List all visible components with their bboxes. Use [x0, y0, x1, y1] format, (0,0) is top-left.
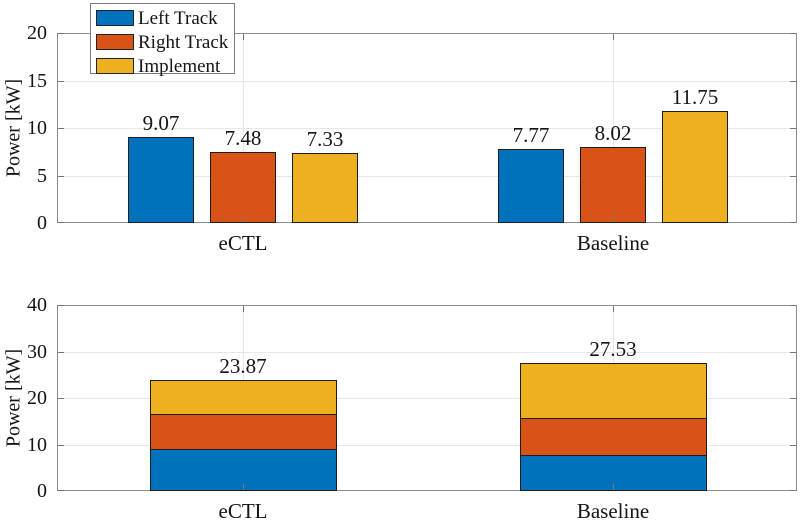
x-category-label: Baseline	[576, 499, 650, 523]
top-plot-axes: Power [kW] 0 5 10 15 20 eCTL Baseline 9.07 7.48 7…	[3, 23, 797, 254]
y-axis-tick	[790, 490, 796, 491]
bar-value-label: 8.02	[594, 121, 632, 145]
y-tick-label: 20	[27, 22, 47, 44]
legend-swatch-implement	[96, 58, 134, 74]
axes-box	[57, 33, 797, 223]
bar-right-track-ectl	[210, 152, 276, 223]
x-axis-tick	[613, 34, 614, 40]
bar-value-label: 7.48	[224, 126, 262, 150]
y-axis-tick	[58, 305, 64, 306]
y-axis-tick	[790, 305, 796, 306]
bar-left-track-baseline	[498, 149, 564, 223]
y-axis-tick	[790, 176, 796, 177]
legend-item-label: Right Track	[138, 31, 229, 53]
y-tick-label: 10	[27, 434, 47, 456]
legend: Left Track Right Track Implement	[90, 3, 235, 77]
bar-value-label: 9.07	[142, 111, 180, 135]
y-axis-tick	[58, 490, 64, 491]
stack-segment-implement-baseline	[519, 363, 707, 418]
gridline-horizontal	[57, 352, 797, 353]
x-axis-tick	[243, 216, 244, 222]
y-axis-tick	[58, 352, 64, 353]
bar-right-track-baseline	[580, 147, 646, 223]
x-axis-tick	[613, 216, 614, 222]
legend-swatch-left-track	[96, 10, 134, 26]
bar-value-label: 7.77	[512, 123, 550, 147]
x-axis-tick	[613, 484, 614, 490]
bar-implement-ectl	[292, 153, 358, 223]
y-axis-tick	[58, 222, 64, 223]
y-axis-tick	[790, 445, 796, 446]
y-axis-tick	[790, 352, 796, 353]
x-axis-tick	[243, 306, 244, 312]
legend-item: Left Track	[96, 7, 234, 29]
y-tick-label: 10	[27, 117, 47, 139]
y-tick-label: 20	[27, 387, 47, 409]
bar-value-label: 7.33	[306, 127, 344, 151]
legend-item-label: Left Track	[138, 7, 218, 29]
bar-left-track-ectl	[128, 137, 194, 223]
legend-item: Implement	[96, 55, 234, 77]
y-tick-label: 30	[27, 341, 47, 363]
y-axis-tick	[58, 33, 64, 34]
y-axis-tick	[58, 176, 64, 177]
legend-swatch-right-track	[96, 34, 134, 50]
y-axis-tick	[790, 128, 796, 129]
x-axis-tick	[243, 34, 244, 40]
y-tick-label: 0	[37, 480, 47, 502]
y-tick-label: 0	[37, 212, 47, 234]
legend-item-label: Implement	[138, 55, 221, 77]
bar-value-label: 11.75	[671, 85, 719, 109]
stack-total-label: 27.53	[589, 337, 637, 361]
y-tick-label: 5	[37, 165, 47, 187]
gridline-horizontal	[57, 81, 797, 82]
y-tick-label: 15	[27, 70, 47, 92]
axes-box	[57, 305, 797, 491]
x-category-label: Baseline	[576, 231, 650, 255]
y-axis-tick	[58, 128, 64, 129]
bottom-plot-axes: Power [kW] 0 10 20 30 40 eCTL Baseline 23.87 27.…	[3, 295, 797, 522]
x-category-label: eCTL	[218, 231, 268, 255]
gridline-horizontal	[57, 445, 797, 446]
x-category-label: eCTL	[218, 499, 268, 523]
stack-segment-right-track-ectl	[149, 414, 337, 449]
x-axis-tick	[613, 306, 614, 312]
y-axis-tick	[790, 81, 796, 82]
stack-segment-right-track-baseline	[519, 418, 707, 455]
gridline-horizontal	[57, 128, 797, 129]
stack-segment-implement-ectl	[149, 380, 337, 414]
y-axis-tick	[58, 398, 64, 399]
y-axis-tick	[58, 445, 64, 446]
y-axis-tick	[58, 81, 64, 82]
bar-implement-baseline	[662, 111, 728, 223]
legend-item: Right Track	[96, 31, 234, 53]
gridline-horizontal	[57, 398, 797, 399]
stack-total-label: 23.87	[219, 354, 267, 378]
gridline-horizontal	[57, 176, 797, 177]
y-axis-tick	[790, 398, 796, 399]
y-axis-tick	[790, 33, 796, 34]
y-axis-tick	[790, 222, 796, 223]
y-tick-label: 40	[27, 294, 47, 316]
x-axis-tick	[243, 484, 244, 490]
